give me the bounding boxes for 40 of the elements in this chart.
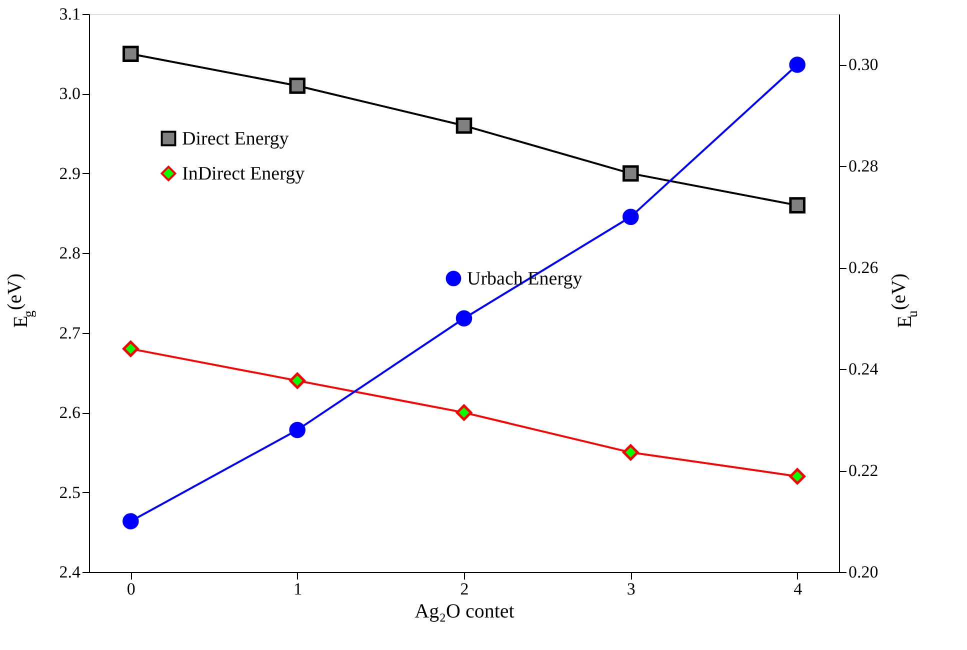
y-tick-label: 2.6 [59,403,80,422]
point [789,197,806,214]
point [622,208,639,226]
y2-tick-label: 0.28 [848,156,878,176]
point [289,372,306,389]
x-tick-label: 3 [626,580,636,598]
y2-tick-label: 0.20 [848,562,878,582]
legend-label: InDirect Energy [182,164,306,184]
point [456,310,472,326]
x-tick-label: 1 [294,580,302,598]
x-tick-label: 0 [126,580,136,598]
y-tick-label: 2.8 [59,244,80,263]
point [622,165,639,182]
point [456,404,472,421]
y2-tick-label: 0.22 [848,461,878,480]
y-tick-label: 3.1 [59,4,80,24]
y-tick-label: 2.4 [59,562,81,582]
legend-label: Urbach Energy [467,268,583,290]
y-tick-label: 2.5 [59,482,80,502]
y-tick-label: 3.0 [59,84,80,104]
point [122,46,139,62]
y2-tick-label: 0.24 [848,360,879,379]
y2-tick-label: 0.26 [848,258,878,278]
point [289,78,306,94]
y-tick-label: 2.9 [59,164,80,183]
point [789,56,806,73]
y2-axis-title: Eu (eV) [888,274,921,328]
x-tick-label: 2 [460,580,469,598]
point [456,117,472,134]
x-tick-label: 4 [794,580,803,598]
point [789,468,806,484]
point [122,340,139,357]
y2-tick-label: 0.30 [848,55,878,74]
point [289,422,306,438]
legend-label: Direct Energy [182,128,290,150]
y-axis-title: Eg (eV) [4,274,37,328]
point [122,513,139,530]
point [622,444,639,461]
y-tick-label: 2.7 [59,323,81,342]
x-axis-title: Ag₂O contet [414,600,515,622]
